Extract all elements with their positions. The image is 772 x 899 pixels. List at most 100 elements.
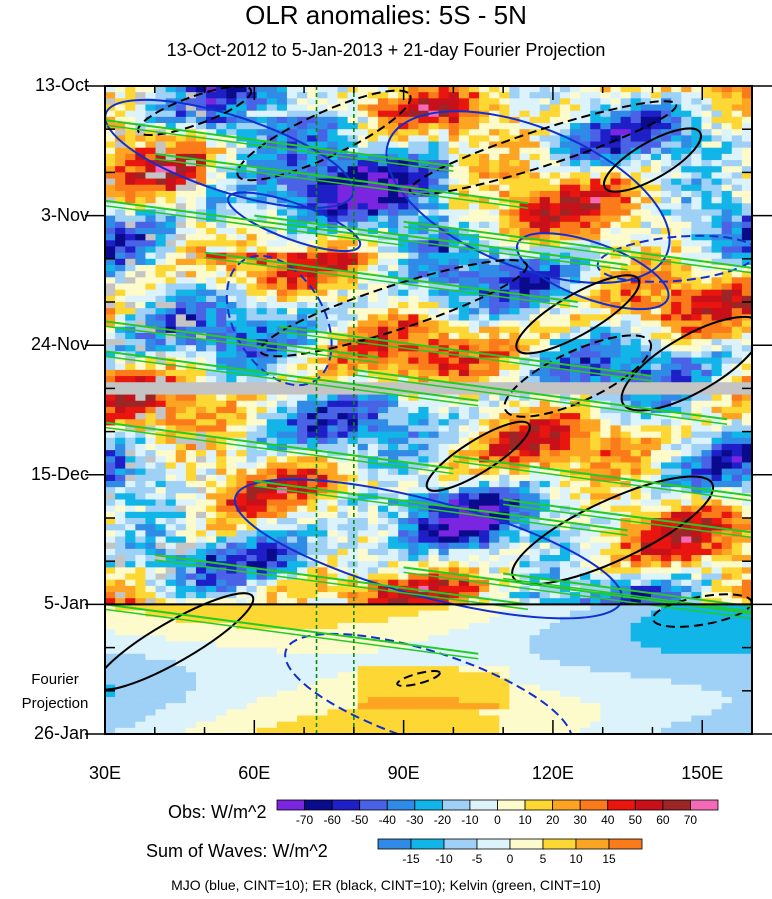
- anomaly-cell: [681, 524, 692, 531]
- anomaly-cell: [661, 116, 672, 124]
- anomaly-cell: [377, 468, 389, 476]
- anomaly-cell: [115, 295, 126, 303]
- anomaly-cell: [681, 536, 692, 544]
- anomaly-cell: [519, 209, 531, 217]
- anomaly-cell: [206, 123, 217, 130]
- anomaly-cell: [357, 277, 369, 285]
- anomaly-cell: [388, 264, 399, 272]
- anomaly-cell: [448, 369, 460, 377]
- anomaly-cell: [377, 258, 389, 266]
- anomaly-cell: [499, 450, 510, 457]
- anomaly-cell: [539, 456, 551, 464]
- anomaly-cell: [731, 197, 743, 204]
- anomaly-cell: [155, 203, 167, 211]
- anomaly-cell: [741, 320, 752, 328]
- anomaly-cell: [337, 271, 349, 278]
- anomaly-cell: [468, 320, 480, 328]
- anomaly-cell: [590, 450, 601, 457]
- anomaly-cell: [367, 487, 379, 494]
- anomaly-cell: [691, 351, 703, 359]
- anomaly-cell: [377, 190, 389, 198]
- anomaly-cell: [317, 135, 329, 143]
- anomaly-cell: [175, 468, 187, 476]
- anomaly-cell: [580, 357, 591, 365]
- anomaly-cell: [115, 345, 126, 352]
- anomaly-cell: [216, 172, 227, 180]
- anomaly-cell: [317, 271, 329, 278]
- anomaly-cell: [549, 308, 561, 315]
- anomaly-cell: [337, 468, 349, 476]
- anomaly-cell: [145, 135, 157, 143]
- anomaly-cell: [256, 264, 268, 272]
- anomaly-cell: [590, 555, 601, 562]
- anomaly-cell: [195, 413, 207, 420]
- anomaly-cell: [206, 221, 217, 229]
- anomaly-cell: [367, 215, 379, 223]
- anomaly-cell: [580, 86, 591, 93]
- anomaly-cell: [711, 116, 723, 124]
- anomaly-cell: [428, 406, 440, 414]
- anomaly-cell: [640, 431, 652, 439]
- anomaly-cell: [610, 98, 622, 106]
- anomaly-cell: [185, 258, 197, 266]
- anomaly-cell: [185, 388, 197, 396]
- anomaly-cell: [448, 141, 460, 149]
- anomaly-cell: [711, 190, 723, 198]
- anomaly-cell: [388, 542, 399, 550]
- anomaly-cell: [195, 542, 207, 550]
- anomaly-cell: [398, 406, 409, 414]
- anomaly-cell: [357, 450, 369, 457]
- anomaly-cell: [671, 548, 682, 556]
- anomaly-cell: [630, 382, 642, 389]
- anomaly-cell: [549, 184, 561, 192]
- anomaly-cell: [377, 493, 389, 501]
- anomaly-cell: [165, 351, 177, 359]
- anomaly-cell: [307, 116, 318, 124]
- anomaly-cell: [357, 289, 369, 297]
- anomaly-cell: [479, 123, 490, 130]
- anomaly-cell: [418, 462, 430, 470]
- anomaly-cell: [559, 141, 571, 149]
- anomaly-cell: [327, 123, 339, 130]
- anomaly-cell: [741, 505, 752, 513]
- anomaly-cell: [600, 129, 612, 136]
- anomaly-cell: [479, 419, 490, 427]
- anomaly-cell: [135, 400, 147, 408]
- anomaly-cell: [256, 197, 268, 204]
- anomaly-cell: [630, 555, 642, 562]
- anomaly-cell: [337, 394, 349, 402]
- anomaly-cell: [165, 536, 177, 544]
- anomaly-cell: [721, 252, 733, 260]
- anomaly-cell: [337, 141, 349, 149]
- anomaly-cell: [681, 98, 692, 106]
- anomaly-cell: [559, 376, 571, 383]
- anomaly-cell: [620, 116, 632, 124]
- anomaly-cell: [367, 555, 379, 562]
- anomaly-cell: [468, 252, 480, 260]
- anomaly-cell: [145, 518, 157, 525]
- anomaly-cell: [307, 320, 318, 328]
- anomaly-cell: [731, 129, 743, 136]
- anomaly-cell: [600, 548, 612, 556]
- anomaly-cell: [408, 505, 419, 513]
- anomaly-cell: [418, 388, 430, 396]
- anomaly-cell: [499, 221, 510, 229]
- anomaly-cell: [570, 450, 581, 457]
- anomaly-cell: [620, 184, 632, 192]
- anomaly-cell: [448, 561, 460, 568]
- anomaly-cell: [479, 413, 490, 420]
- anomaly-cell: [438, 511, 450, 519]
- anomaly-cell: [640, 425, 652, 433]
- anomaly-cell: [327, 561, 339, 568]
- anomaly-cell: [701, 548, 713, 556]
- anomaly-cell: [539, 431, 551, 439]
- anomaly-cell: [297, 135, 308, 143]
- anomaly-cell: [650, 258, 662, 266]
- anomaly-cell: [206, 129, 217, 136]
- anomaly-cell: [388, 480, 399, 488]
- anomaly-cell: [226, 388, 238, 396]
- anomaly-cell: [620, 320, 632, 328]
- anomaly-cell: [175, 92, 187, 99]
- anomaly-cell: [630, 536, 642, 544]
- anomaly-cell: [155, 160, 167, 167]
